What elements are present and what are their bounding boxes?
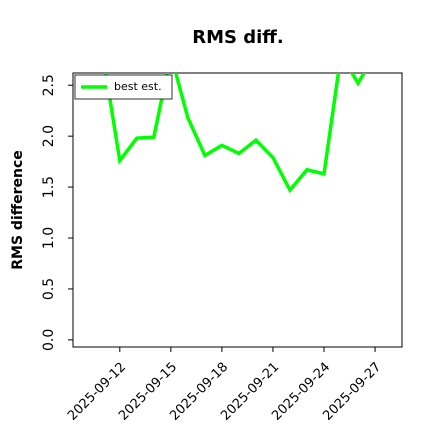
chart-title: RMS diff.	[192, 27, 283, 48]
y-tick-label: 0.5	[41, 278, 57, 300]
y-tick-label: 0.0	[41, 329, 57, 351]
legend-label: best est.	[114, 80, 162, 93]
legend: best est.	[74, 74, 173, 100]
y-tick-label: 2.5	[41, 74, 57, 96]
y-tick-label: 1.0	[41, 227, 57, 249]
y-tick-label: 2.0	[41, 125, 57, 147]
plot-frame	[72, 72, 403, 348]
y-tick-label: 1.5	[41, 176, 57, 198]
y-axis-label: RMS difference	[10, 150, 26, 270]
series-line	[103, 73, 367, 194]
